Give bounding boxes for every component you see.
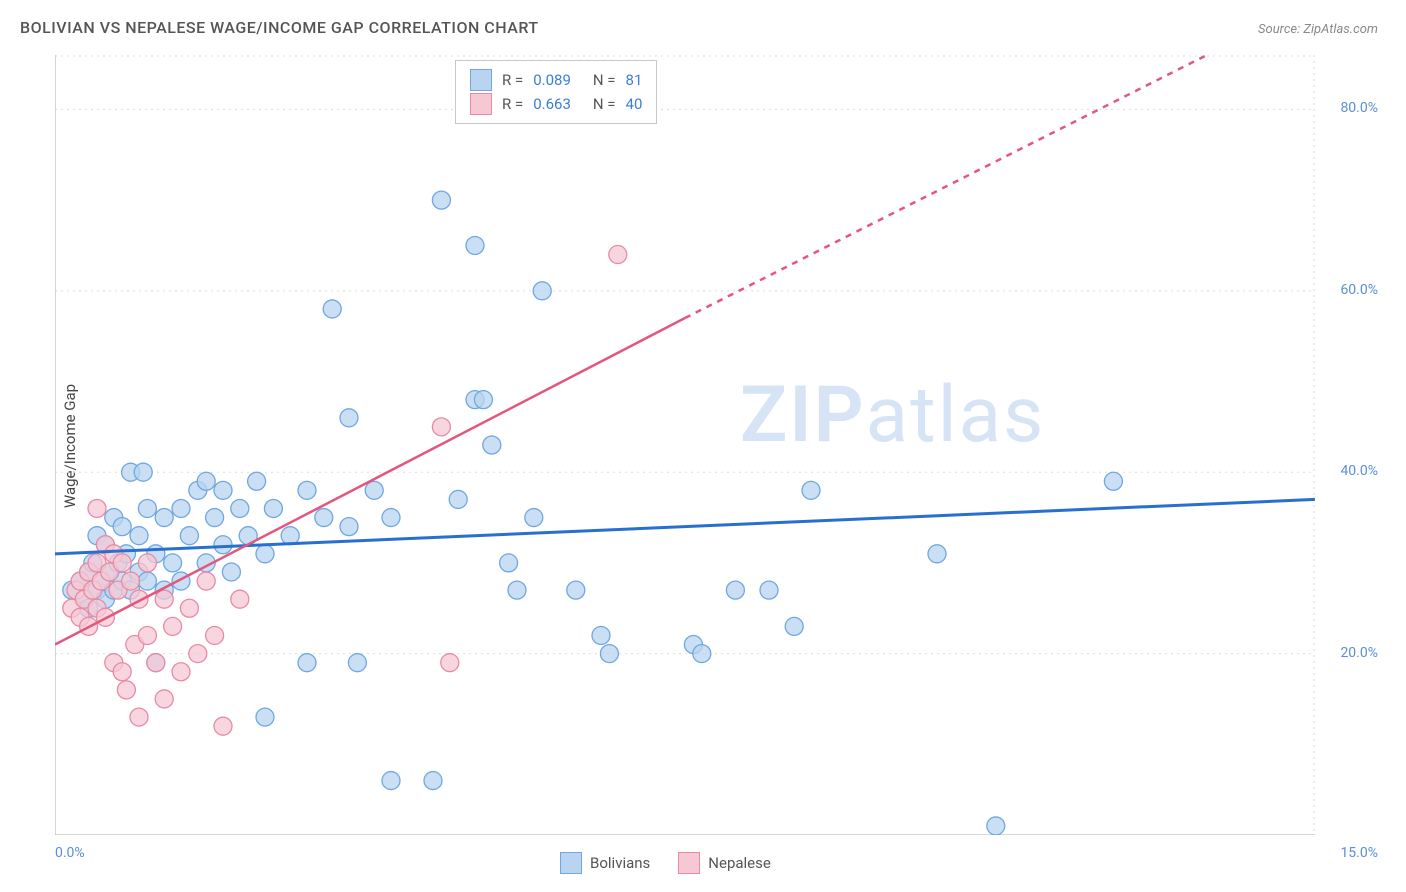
- series-swatch: [560, 852, 582, 874]
- series-swatch: [470, 93, 492, 115]
- plot-area: [55, 55, 1315, 835]
- chart-title: BOLIVIAN VS NEPALESE WAGE/INCOME GAP COR…: [20, 18, 539, 37]
- legend-item: Nepalese: [678, 852, 771, 874]
- series-swatch: [470, 69, 492, 91]
- chart-source: Source: ZipAtlas.com: [1258, 22, 1378, 37]
- stat-n-value: 81: [626, 71, 643, 89]
- correlation-chart: BOLIVIAN VS NEPALESE WAGE/INCOME GAP COR…: [0, 0, 1406, 892]
- legend-label: Bolivians: [590, 854, 650, 872]
- stat-r-value: 0.089: [533, 71, 571, 89]
- y-tick-label: 80.0%: [1340, 100, 1378, 116]
- stat-n-value: 40: [626, 95, 643, 113]
- stat-r-label: R =: [502, 71, 523, 89]
- x-tick-label: 15.0%: [1340, 845, 1378, 861]
- stats-row: R = 0.089 N = 81: [470, 69, 642, 91]
- legend-label: Nepalese: [708, 854, 771, 872]
- legend-item: Bolivians: [560, 852, 650, 874]
- y-tick-label: 40.0%: [1340, 463, 1378, 479]
- stats-legend: R = 0.089 N = 81 R = 0.663 N = 40: [455, 60, 657, 124]
- stat-r-value: 0.663: [533, 95, 571, 113]
- series-swatch: [678, 852, 700, 874]
- stat-r-label: R =: [502, 95, 523, 113]
- y-tick-label: 60.0%: [1340, 282, 1378, 298]
- x-tick-label: 0.0%: [55, 845, 85, 861]
- stat-n-label: N =: [593, 71, 616, 89]
- series-legend: Bolivians Nepalese: [560, 852, 771, 874]
- y-tick-label: 20.0%: [1340, 645, 1378, 661]
- stats-row: R = 0.663 N = 40: [470, 93, 642, 115]
- stat-n-label: N =: [593, 95, 616, 113]
